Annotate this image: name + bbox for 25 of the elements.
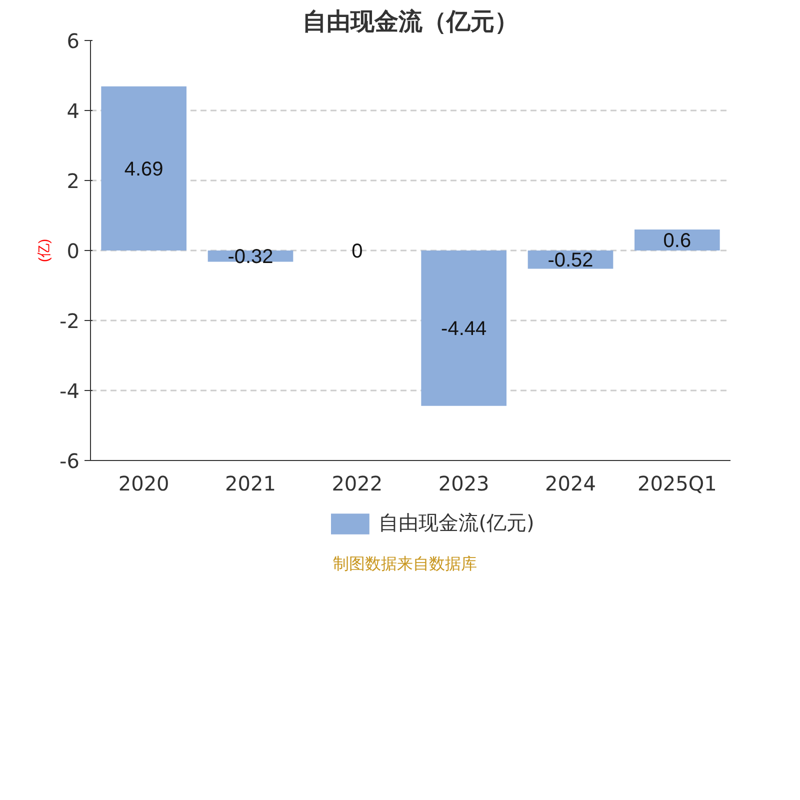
- y-tick-label: 6: [66, 29, 80, 53]
- bar: [634, 230, 720, 250]
- x-tick-label: 2022: [332, 472, 383, 496]
- bar: [101, 86, 186, 250]
- y-tick-label: 2: [66, 169, 80, 193]
- y-tick-label: 4: [66, 99, 80, 123]
- y-tick-label: -6: [60, 449, 80, 473]
- y-tick-label: -2: [60, 309, 80, 333]
- data-label: 0: [352, 240, 363, 262]
- x-tick-label: 2023: [438, 472, 490, 496]
- y-tick-label: -4: [60, 379, 80, 403]
- x-tick-label: 2024: [545, 472, 596, 496]
- bar: [421, 250, 506, 406]
- data-label: -4.44: [441, 318, 487, 340]
- x-tick-label: 2021: [225, 472, 276, 496]
- data-label: 4.69: [124, 158, 164, 180]
- y-tick-label: 0: [66, 239, 80, 263]
- x-tick-label: 2025Q1: [637, 472, 717, 496]
- legend-label: 自由现金流(亿元): [378, 510, 534, 536]
- data-label: 0.6: [663, 230, 692, 252]
- x-tick-label: 2020: [118, 472, 170, 496]
- data-label: -0.52: [548, 250, 594, 272]
- y-axis-title: (亿): [36, 238, 52, 262]
- text: 制图数据来自数据库: [333, 553, 477, 575]
- chart-title: 自由现金流（亿元）: [302, 8, 518, 36]
